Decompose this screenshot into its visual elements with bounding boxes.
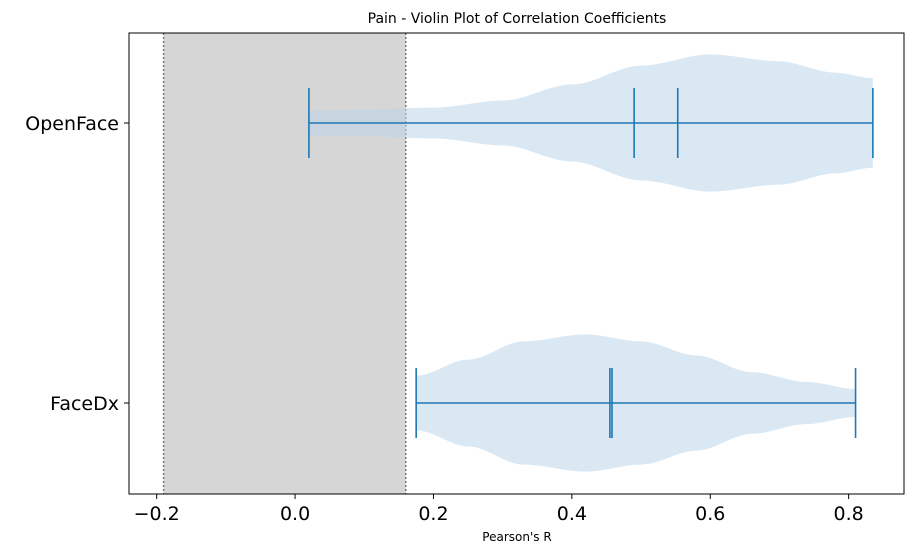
x-tick-label: 0.8: [834, 503, 864, 525]
x-tick-label: 0.0: [280, 503, 310, 525]
y-category-label-facedx: FaceDx: [50, 393, 119, 415]
shaded-region: [163, 33, 406, 494]
x-tick-label: 0.2: [418, 503, 448, 525]
plot-area-frame: [128, 32, 905, 495]
x-axis-label: Pearson's R: [482, 530, 551, 544]
y-category-label-openface: OpenFace: [25, 113, 119, 135]
x-tick-label: −0.2: [134, 503, 180, 525]
x-tick-label: 0.6: [695, 503, 725, 525]
x-tick-label: 0.4: [557, 503, 587, 525]
chart-title: Pain - Violin Plot of Correlation Coeffi…: [368, 11, 667, 27]
